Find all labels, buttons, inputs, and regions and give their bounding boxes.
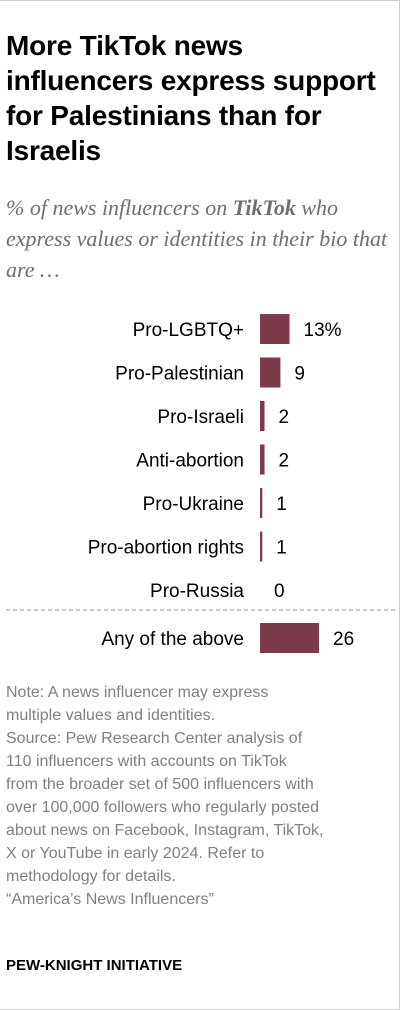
bar-value-label: 0 — [274, 581, 285, 602]
chart-title: More TikTok news influencers express sup… — [6, 30, 376, 166]
bar-value-label: 1 — [276, 494, 287, 515]
bar-bar — [260, 488, 263, 518]
bar-category-label: Pro-Ukraine — [143, 494, 244, 515]
bar-value-label: 1 — [276, 538, 287, 559]
bar-category-label: Pro-Israeli — [157, 407, 244, 428]
top-border — [0, 0, 400, 1]
bar-chart: Pro-LGBTQ+ 13% Pro-Palestinian 9 Pro-Israeli… — [6, 314, 398, 653]
bar-value-label: 13% — [304, 320, 342, 341]
note-line: Source: Pew Research Center analysis of — [6, 730, 303, 747]
note-line: methodology for details. — [6, 868, 176, 885]
bar-bar — [260, 444, 265, 475]
credit-line: PEW-KNIGHT INITIATIVE — [6, 957, 183, 974]
bar-bar — [260, 531, 263, 562]
subtitle-prefix: % of news influencers on — [6, 195, 233, 220]
bar-bar — [260, 357, 281, 388]
note-line: over 100,000 followers who regularly pos… — [6, 799, 320, 816]
chart-subtitle: % of news influencers on TikTok who expr… — [6, 192, 391, 285]
bar-category-label: Pro-LGBTQ+ — [133, 320, 244, 341]
bar-value-label: 2 — [279, 451, 290, 472]
bar-category-label: Pro-Russia — [150, 581, 244, 602]
note-line: Note: A news influencer may express — [6, 684, 269, 701]
note-line: from the broader set of 500 influencers … — [6, 776, 314, 793]
bar-value-label: 2 — [279, 407, 290, 428]
subtitle-emphasis: TikTok — [232, 195, 296, 220]
note-line: about news on Facebook, Instagram, TikTo… — [6, 822, 324, 839]
subtitle-suffix: who express values or identities in thei… — [6, 195, 388, 282]
chart-note: Note: A news influencer may express multi… — [6, 681, 386, 911]
note-line: multiple values and identities. — [6, 707, 216, 724]
summary-value-label: 26 — [333, 629, 354, 650]
bar-bar — [260, 401, 265, 431]
note-line: 110 influencers with accounts on TikTok — [6, 753, 287, 770]
note-line: X or YouTube in early 2024. Refer to — [6, 845, 265, 862]
bar-value-label: 9 — [294, 364, 305, 385]
bar-bar — [260, 314, 290, 344]
bar-category-label: Pro-abortion rights — [88, 538, 244, 559]
summary-bar — [260, 623, 320, 653]
note-line: “America’s News Influencers” — [6, 891, 214, 908]
summary-category-label: Any of the above — [101, 629, 244, 650]
bar-category-label: Anti-abortion — [136, 451, 244, 472]
bar-category-label: Pro-Palestinian — [115, 364, 244, 385]
